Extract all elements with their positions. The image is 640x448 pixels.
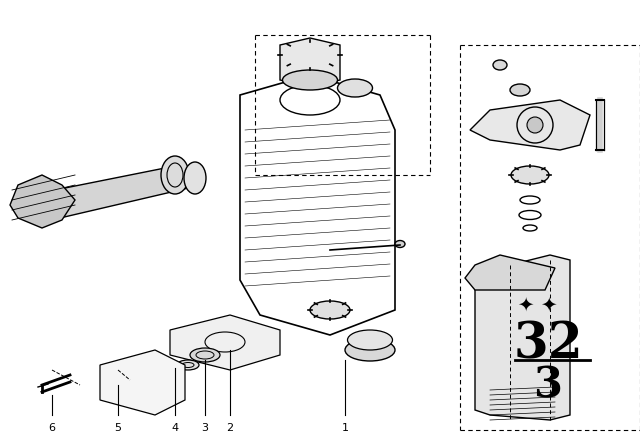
Text: ✦ ✦: ✦ ✦	[518, 296, 557, 314]
Text: 3: 3	[534, 364, 563, 406]
Ellipse shape	[190, 348, 220, 362]
Ellipse shape	[161, 156, 189, 194]
Ellipse shape	[345, 339, 395, 361]
Polygon shape	[170, 315, 280, 370]
Ellipse shape	[493, 60, 507, 70]
Text: 5: 5	[115, 423, 122, 433]
Ellipse shape	[337, 79, 372, 97]
Text: 4: 4	[172, 423, 179, 433]
Text: 2: 2	[227, 423, 234, 433]
Ellipse shape	[282, 70, 337, 90]
Polygon shape	[470, 100, 590, 150]
Ellipse shape	[310, 301, 350, 319]
Polygon shape	[10, 175, 75, 228]
Polygon shape	[30, 165, 200, 218]
Polygon shape	[280, 38, 340, 87]
Polygon shape	[475, 255, 570, 420]
Ellipse shape	[177, 360, 199, 370]
Ellipse shape	[395, 241, 405, 247]
Text: 6: 6	[49, 423, 56, 433]
Ellipse shape	[184, 162, 206, 194]
Ellipse shape	[511, 166, 549, 184]
Polygon shape	[100, 350, 185, 415]
Ellipse shape	[510, 84, 530, 96]
Polygon shape	[465, 255, 555, 290]
Circle shape	[527, 117, 543, 133]
Text: 32: 32	[513, 320, 583, 370]
Ellipse shape	[348, 330, 392, 350]
Text: 3: 3	[202, 423, 209, 433]
Text: 1: 1	[342, 423, 349, 433]
